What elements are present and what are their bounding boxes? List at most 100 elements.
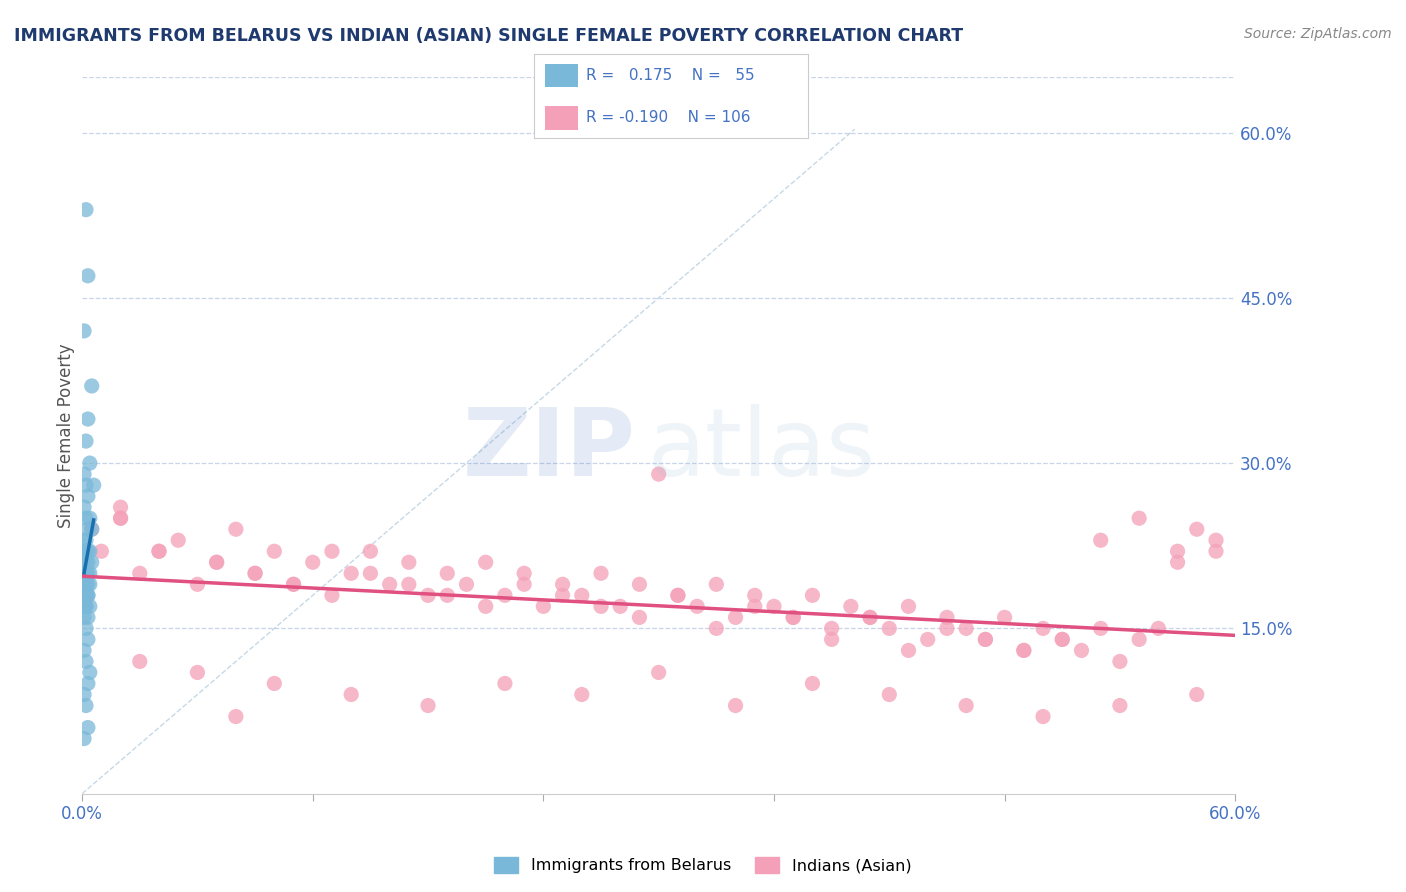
Point bbox=[205, 555, 228, 569]
Point bbox=[321, 544, 343, 558]
Point bbox=[77, 522, 100, 536]
Point bbox=[75, 577, 97, 591]
Point bbox=[877, 688, 900, 702]
Point bbox=[128, 566, 150, 581]
Point bbox=[1167, 544, 1189, 558]
Point bbox=[359, 544, 381, 558]
Point bbox=[839, 599, 862, 614]
Point bbox=[859, 610, 882, 624]
Point bbox=[801, 588, 824, 602]
Point bbox=[1185, 688, 1208, 702]
Point bbox=[263, 544, 285, 558]
Point bbox=[110, 511, 132, 525]
Text: R =   0.175    N =   55: R = 0.175 N = 55 bbox=[586, 68, 755, 83]
Point bbox=[77, 544, 100, 558]
Point bbox=[73, 577, 96, 591]
Point bbox=[1205, 544, 1227, 558]
Y-axis label: Single Female Poverty: Single Female Poverty bbox=[58, 343, 75, 528]
Point bbox=[75, 478, 97, 492]
Point bbox=[724, 698, 747, 713]
Point bbox=[79, 456, 101, 470]
Point bbox=[243, 566, 266, 581]
Point bbox=[79, 577, 101, 591]
Point bbox=[73, 610, 96, 624]
Point bbox=[77, 632, 100, 647]
Point bbox=[474, 555, 496, 569]
Point bbox=[75, 566, 97, 581]
Text: ZIP: ZIP bbox=[463, 404, 636, 496]
Point bbox=[75, 434, 97, 448]
Point bbox=[704, 577, 727, 591]
Point bbox=[128, 655, 150, 669]
Point bbox=[647, 467, 669, 482]
Point bbox=[73, 324, 96, 338]
Text: atlas: atlas bbox=[647, 404, 876, 496]
Point bbox=[897, 599, 920, 614]
Point bbox=[877, 621, 900, 635]
Point bbox=[782, 610, 804, 624]
Point bbox=[77, 566, 100, 581]
Point bbox=[80, 555, 103, 569]
Point bbox=[1052, 632, 1074, 647]
Point bbox=[571, 688, 593, 702]
Point bbox=[1167, 555, 1189, 569]
Point bbox=[73, 599, 96, 614]
Point bbox=[551, 588, 574, 602]
Point bbox=[73, 566, 96, 581]
Point bbox=[80, 379, 103, 393]
Point bbox=[263, 676, 285, 690]
Point bbox=[283, 577, 305, 591]
Point bbox=[1012, 643, 1035, 657]
Point bbox=[820, 621, 842, 635]
Point bbox=[1128, 632, 1150, 647]
Point bbox=[1185, 522, 1208, 536]
Point bbox=[571, 588, 593, 602]
Point bbox=[340, 566, 363, 581]
Point bbox=[75, 555, 97, 569]
Point bbox=[398, 555, 420, 569]
Point bbox=[167, 533, 190, 548]
Point bbox=[77, 721, 100, 735]
Point bbox=[994, 610, 1017, 624]
Point bbox=[897, 643, 920, 657]
Point bbox=[75, 698, 97, 713]
Point bbox=[724, 610, 747, 624]
Point bbox=[436, 588, 458, 602]
Point bbox=[1109, 698, 1132, 713]
Point bbox=[551, 577, 574, 591]
Point bbox=[80, 522, 103, 536]
Point bbox=[73, 643, 96, 657]
Point bbox=[79, 511, 101, 525]
Point bbox=[77, 489, 100, 503]
Point bbox=[77, 588, 100, 602]
Point bbox=[225, 709, 247, 723]
Point bbox=[416, 698, 439, 713]
Bar bbox=[546, 106, 578, 130]
Point bbox=[243, 566, 266, 581]
Point bbox=[974, 632, 997, 647]
Point bbox=[398, 577, 420, 591]
Point bbox=[79, 566, 101, 581]
Point bbox=[75, 599, 97, 614]
Point bbox=[456, 577, 478, 591]
Point bbox=[73, 544, 96, 558]
Point bbox=[1052, 632, 1074, 647]
Point bbox=[83, 478, 105, 492]
Point bbox=[647, 665, 669, 680]
Point bbox=[75, 533, 97, 548]
Point bbox=[666, 588, 689, 602]
Point bbox=[513, 566, 536, 581]
Point bbox=[148, 544, 170, 558]
Point bbox=[73, 533, 96, 548]
Point bbox=[80, 522, 103, 536]
Point bbox=[77, 555, 100, 569]
Point bbox=[73, 731, 96, 746]
Point bbox=[1128, 511, 1150, 525]
Point bbox=[75, 566, 97, 581]
Point bbox=[801, 676, 824, 690]
Point bbox=[359, 566, 381, 581]
Point bbox=[77, 676, 100, 690]
Point bbox=[1032, 709, 1054, 723]
Point bbox=[79, 544, 101, 558]
Point bbox=[609, 599, 631, 614]
